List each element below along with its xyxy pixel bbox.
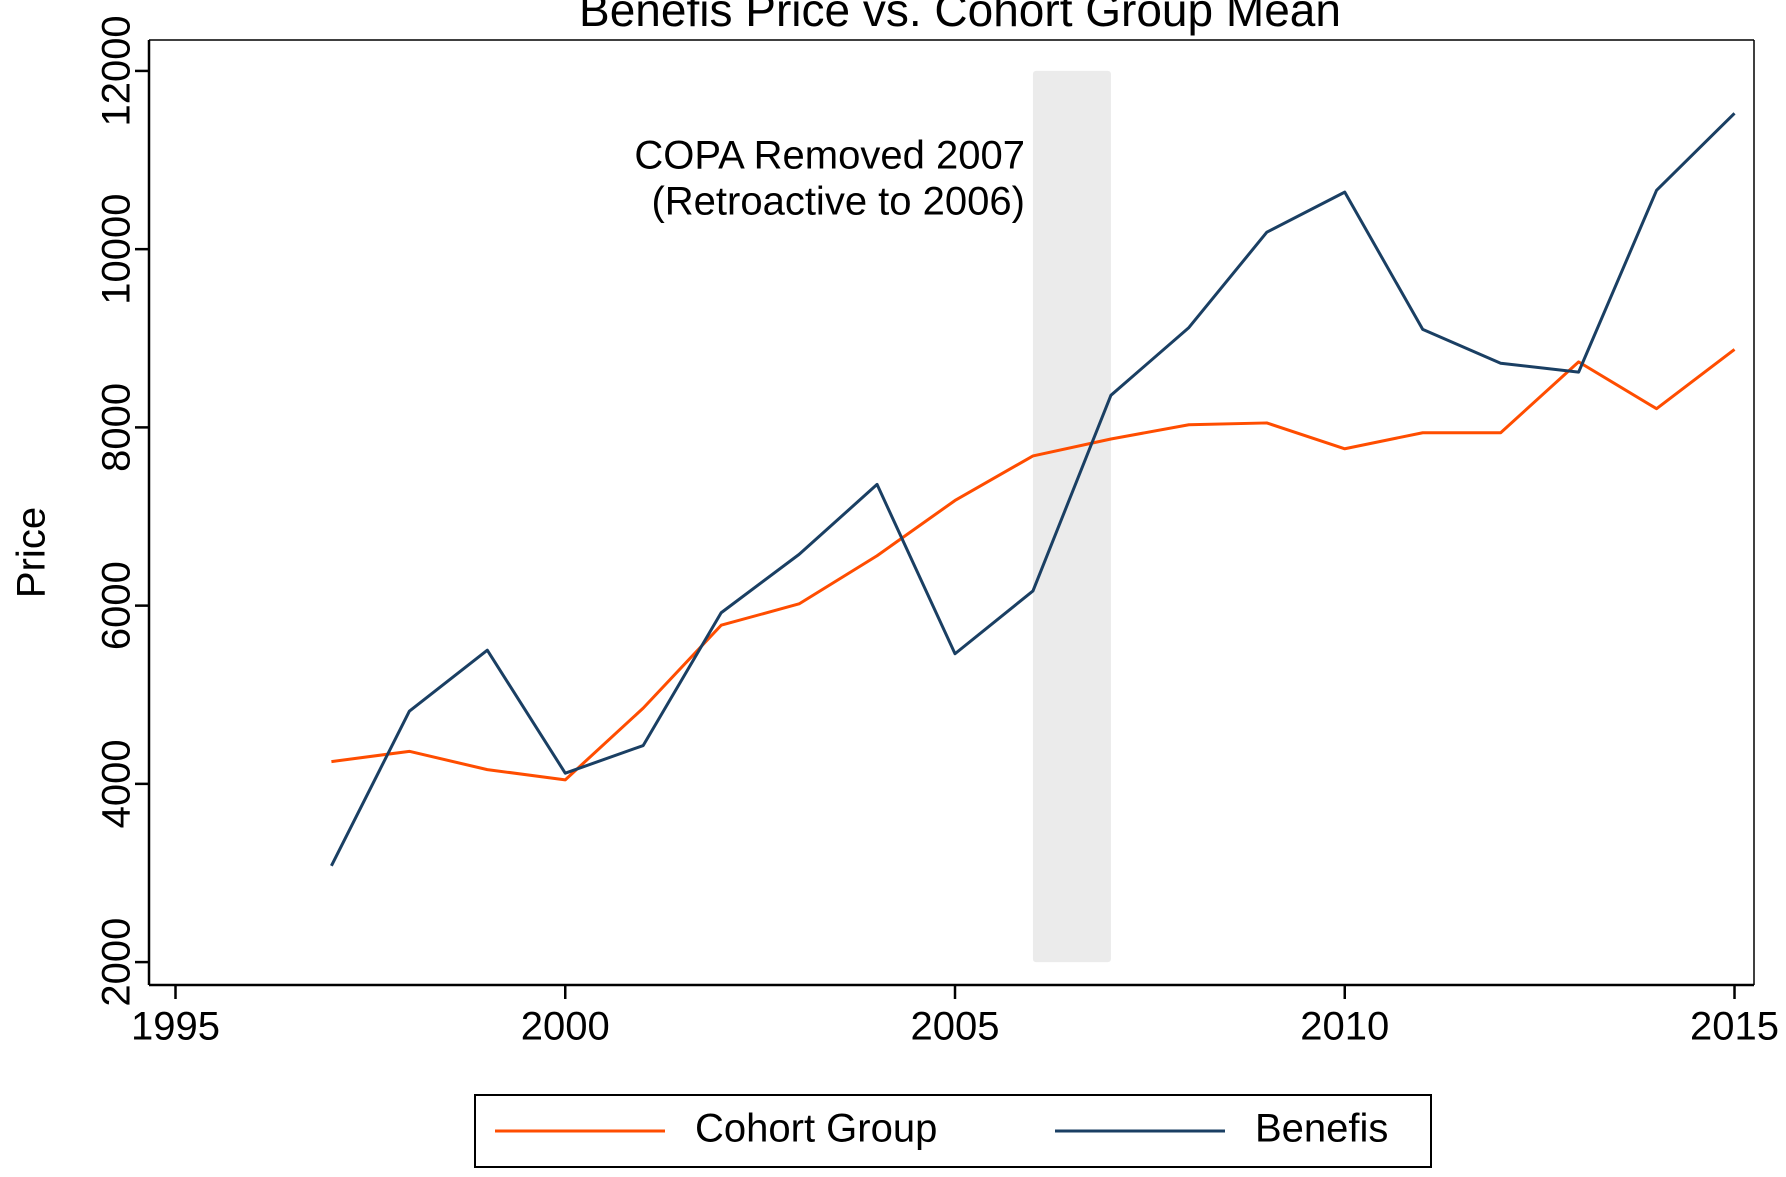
y-axis-label: Price: [10, 507, 54, 598]
y-tick-label: 2000: [95, 918, 139, 1007]
x-tick-label: 2010: [1300, 1005, 1389, 1049]
y-tick-label: 4000: [95, 739, 139, 828]
x-tick-label: 2015: [1690, 1005, 1779, 1049]
x-tick-label: 1995: [131, 1005, 220, 1049]
y-tick-label: 10000: [95, 194, 139, 305]
x-tick-label: 2000: [521, 1005, 610, 1049]
shaded-region: [1032, 70, 1111, 963]
series-line: [331, 348, 1736, 782]
annotation: COPA Removed 2007: [634, 134, 1025, 178]
chart-title: Benefis Price vs. Cohort Group Mean: [579, 0, 1341, 36]
legend-label: Cohort Group: [695, 1107, 937, 1151]
legend-label: Benefis: [1255, 1107, 1388, 1151]
annotation: (Retroactive to 2006): [651, 180, 1025, 224]
y-tick-label: 8000: [95, 383, 139, 472]
x-tick-label: 2005: [911, 1005, 1000, 1049]
y-tick-label: 6000: [95, 561, 139, 650]
series-line: [330, 112, 1736, 867]
y-tick-label: 12000: [95, 15, 139, 126]
